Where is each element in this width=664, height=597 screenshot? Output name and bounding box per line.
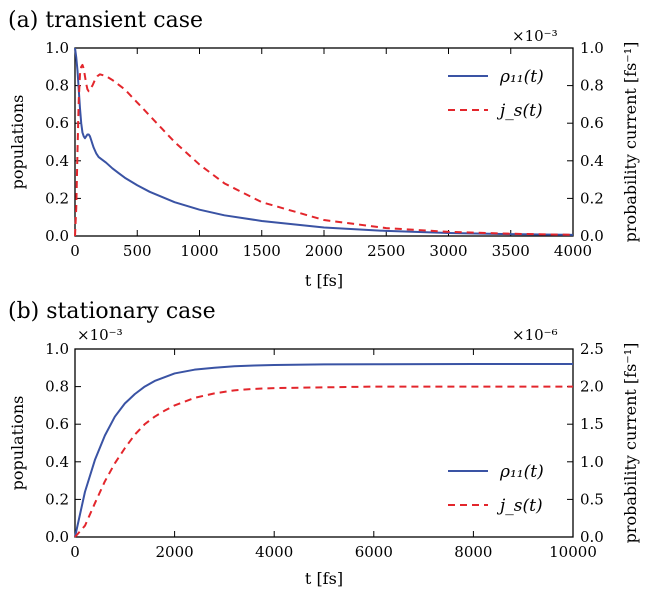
x-tick-label: 1500 — [243, 242, 281, 260]
legend-label: ρ₁₁(t) — [499, 462, 544, 482]
panel-b-right-multiplier: ×10⁻⁶ — [512, 326, 558, 344]
x-tick-label: 10000 — [549, 543, 597, 561]
panel-b-title: (b) stationary case — [8, 299, 216, 324]
panel-b-y2-label: probability current [fs⁻¹] — [621, 343, 640, 544]
y2-tick-label: 1.5 — [580, 415, 604, 433]
y-tick-label: 0.0 — [45, 528, 69, 546]
y2-tick-label: 1.0 — [580, 453, 604, 471]
panel-a-y-label: populations — [8, 95, 27, 190]
panel-b-left-multiplier: ×10⁻³ — [77, 326, 123, 344]
y2-tick-label: 0.0 — [580, 528, 604, 546]
panel-a-y2-ticks: 0.0 0.2 0.4 0.6 0.8 1.0 — [567, 39, 604, 245]
panel-a-legend: ρ₁₁(t) j_s(t) — [448, 67, 544, 121]
panel-a-x-ticks: 0 500 1000 1500 2000 2500 3000 3500 4000 — [70, 48, 592, 260]
x-tick-label: 0 — [70, 242, 80, 260]
series-line-current — [74, 63, 574, 237]
y2-tick-label: 0.4 — [580, 152, 604, 170]
panel-a-x-label: t [fs] — [305, 271, 343, 290]
series-line-population — [74, 363, 573, 538]
y-tick-label: 0.6 — [45, 114, 69, 132]
x-tick-label: 3000 — [429, 242, 467, 260]
y2-tick-label: 2.0 — [580, 378, 604, 396]
panel-a-title: (a) transient case — [8, 8, 203, 33]
y2-tick-label: 0.8 — [580, 77, 604, 95]
x-tick-label: 8000 — [454, 543, 492, 561]
panel-b-series — [74, 363, 573, 538]
series-line-current — [74, 385, 573, 538]
panel-b-y-ticks: 0.0 0.2 0.4 0.6 0.8 1.0 — [45, 340, 81, 546]
y-tick-label: 1.0 — [45, 39, 69, 57]
y-tick-label: 0.8 — [45, 77, 69, 95]
y2-tick-label: 0.5 — [580, 490, 604, 508]
panel-b-x-label: t [fs] — [305, 569, 343, 588]
panel-stationary: (b) stationary case ×10⁻³ ×10⁻⁶ 0 2000 400… — [8, 299, 640, 588]
x-tick-label: 4000 — [554, 242, 592, 260]
panel-b-legend: ρ₁₁(t) j_s(t) — [448, 462, 544, 516]
panel-a-series — [74, 47, 574, 237]
legend-label: j_s(t) — [496, 101, 543, 121]
x-tick-label: 0 — [70, 543, 80, 561]
y2-tick-label: 0.2 — [580, 189, 604, 207]
x-tick-label: 3500 — [492, 242, 530, 260]
panel-b-y2-ticks: 0.0 0.5 1.0 1.5 2.0 2.5 — [567, 340, 604, 546]
y-tick-label: 0.8 — [45, 378, 69, 396]
x-tick-label: 2500 — [367, 242, 405, 260]
y-tick-label: 0.0 — [45, 227, 69, 245]
y-tick-label: 0.4 — [45, 152, 69, 170]
y2-tick-label: 2.5 — [580, 340, 604, 358]
panel-a-plot-area — [74, 47, 574, 237]
y2-tick-label: 0.0 — [580, 227, 604, 245]
panel-a-right-multiplier: ×10⁻³ — [512, 27, 558, 45]
panel-b-plot-area — [74, 348, 574, 538]
y2-tick-label: 0.6 — [580, 114, 604, 132]
series-line-population — [74, 47, 574, 236]
y-tick-label: 0.4 — [45, 453, 69, 471]
panel-a-y-ticks: 0.0 0.2 0.4 0.6 0.8 1.0 — [45, 39, 81, 245]
y2-tick-label: 1.0 — [580, 39, 604, 57]
x-tick-label: 1000 — [180, 242, 218, 260]
panel-a-y2-label: probability current [fs⁻¹] — [621, 42, 640, 243]
y-tick-label: 1.0 — [45, 340, 69, 358]
x-tick-label: 2000 — [305, 242, 343, 260]
legend-label: j_s(t) — [496, 496, 543, 516]
x-tick-label: 6000 — [355, 543, 393, 561]
y-tick-label: 0.2 — [45, 189, 69, 207]
panel-b-y-label: populations — [8, 396, 27, 491]
x-tick-label: 2000 — [156, 543, 194, 561]
panel-b-x-ticks: 0 2000 4000 6000 8000 10000 — [70, 349, 597, 561]
legend-label: ρ₁₁(t) — [499, 67, 544, 87]
x-tick-label: 4000 — [255, 543, 293, 561]
y-tick-label: 0.6 — [45, 415, 69, 433]
x-tick-label: 500 — [123, 242, 152, 260]
y-tick-label: 0.2 — [45, 490, 69, 508]
panel-transient: (a) transient case ×10⁻³ 0 500 1000 1500 200… — [8, 8, 640, 290]
